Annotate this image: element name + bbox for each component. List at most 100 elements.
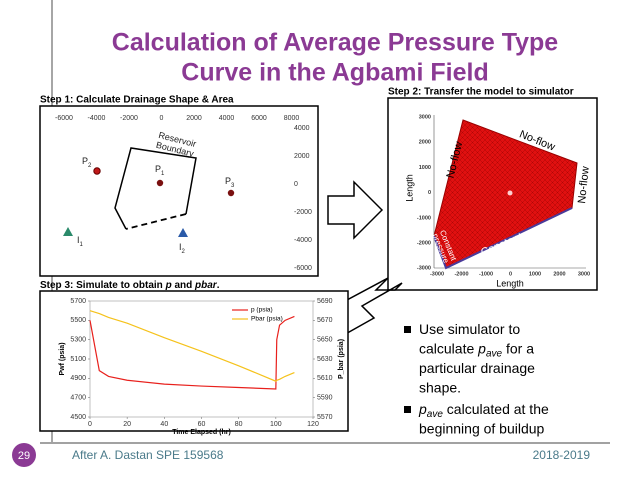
injector bbox=[63, 227, 73, 236]
well bbox=[93, 167, 101, 175]
y-tick-label: 0 bbox=[428, 190, 431, 196]
x-tick-label: 6000 bbox=[251, 115, 267, 122]
title-line: Curve in the Agbami Field bbox=[181, 59, 488, 87]
y-tick-label: 2000 bbox=[294, 153, 310, 160]
x-tick-label: 40 bbox=[160, 421, 168, 428]
series-line bbox=[89, 310, 295, 382]
y-tick-label: 4500 bbox=[70, 414, 86, 421]
well bbox=[227, 189, 235, 197]
constant-pressure-edge bbox=[433, 207, 573, 270]
y-tick-label: -4000 bbox=[294, 237, 312, 244]
text: p bbox=[477, 340, 486, 356]
text: particular drainage bbox=[419, 360, 535, 376]
bullet-line: calculate pave for a bbox=[419, 340, 534, 359]
y-tick-label: 0 bbox=[294, 181, 298, 188]
bullet-line: beginning of buildup bbox=[419, 420, 545, 436]
y2-tick-label: 5570 bbox=[317, 414, 333, 421]
well-name: P bbox=[155, 164, 161, 174]
y-tick-label: -3000 bbox=[417, 266, 431, 272]
well-sub: 1 bbox=[161, 171, 165, 177]
y-tick-label: 4000 bbox=[294, 125, 310, 132]
legend-label: p (psia) bbox=[251, 307, 273, 314]
panel bbox=[39, 290, 349, 432]
x-tick-label: 20 bbox=[123, 421, 131, 428]
axis-label: Length bbox=[496, 278, 524, 288]
y2-tick-label: 5650 bbox=[317, 337, 333, 344]
x-tick-label: 2000 bbox=[186, 115, 202, 122]
x-tick-label: 3000 bbox=[578, 271, 590, 277]
text: for a bbox=[502, 340, 534, 356]
annotation: No-flow bbox=[576, 166, 592, 204]
y-tick-label: -2000 bbox=[417, 240, 431, 246]
y-tick-label: 3000 bbox=[419, 114, 431, 120]
bullet-line: particular drainage bbox=[419, 360, 535, 376]
well-sub: 2 bbox=[182, 249, 186, 255]
well-label: P1 bbox=[155, 164, 165, 176]
well-sub: 1 bbox=[80, 242, 84, 248]
arrow bbox=[327, 180, 384, 240]
injector bbox=[178, 228, 188, 237]
y-tick-label: 4700 bbox=[70, 395, 86, 402]
text: p bbox=[418, 401, 427, 417]
text: Use simulator to bbox=[419, 321, 520, 337]
x-tick-label: -2000 bbox=[120, 115, 138, 122]
y2-tick-label: 5610 bbox=[317, 375, 333, 382]
x-tick-label: 2000 bbox=[553, 271, 565, 277]
text: beginning of buildup bbox=[419, 420, 545, 436]
well-label: P2 bbox=[82, 156, 92, 168]
well-name: P bbox=[82, 156, 88, 166]
well-name: I bbox=[179, 242, 182, 252]
y2-tick-label: 5590 bbox=[317, 395, 333, 402]
bullet-line: pave calculated at the bbox=[418, 401, 549, 420]
x-tick-label: 100 bbox=[270, 421, 282, 428]
y-tick-label: 4900 bbox=[70, 375, 86, 382]
x-tick-label: -6000 bbox=[55, 115, 73, 122]
y-tick-label: 1000 bbox=[419, 165, 431, 171]
text: . bbox=[217, 280, 220, 291]
text: and bbox=[172, 280, 195, 291]
x-tick-label: 0 bbox=[88, 421, 92, 428]
well-name: P bbox=[225, 176, 231, 186]
y-tick-label: 5100 bbox=[70, 356, 86, 363]
well bbox=[156, 179, 164, 187]
text: calculate bbox=[419, 340, 478, 356]
x-tick-label: 0 bbox=[509, 271, 512, 277]
panel bbox=[39, 105, 319, 277]
y-tick-label: 5300 bbox=[70, 337, 86, 344]
step-label: Step 3: Simulate to obtain p and pbar. bbox=[40, 280, 220, 291]
well bbox=[507, 190, 513, 196]
well-label: P3 bbox=[225, 176, 235, 188]
x-tick-label: 4000 bbox=[219, 115, 235, 122]
bullet-marker bbox=[404, 326, 411, 333]
series-line bbox=[89, 315, 295, 390]
y-tick-label: 5700 bbox=[70, 298, 86, 305]
x-axis-label: Time Elapsed (hr) bbox=[172, 429, 231, 436]
model-panel: Length Length No-flow No-flow No-flow Co… bbox=[404, 114, 591, 288]
x-tick-label: 8000 bbox=[284, 115, 300, 122]
text: p bbox=[165, 280, 172, 291]
boundary-line bbox=[114, 147, 197, 230]
text: ave bbox=[486, 348, 503, 359]
x-tick-label: -4000 bbox=[88, 115, 106, 122]
x-tick-label: 80 bbox=[235, 421, 243, 428]
well-label: I1 bbox=[77, 235, 84, 247]
year: 2018-2019 bbox=[533, 448, 591, 462]
title-line: Calculation of Average Pressure Type bbox=[112, 29, 559, 57]
y2-tick-label: 5630 bbox=[317, 356, 333, 363]
text: ave bbox=[427, 409, 444, 420]
step-label: Step 2: Transfer the model to simulator bbox=[388, 87, 574, 98]
bullet-marker bbox=[404, 406, 411, 413]
y2-tick-label: 5670 bbox=[317, 317, 333, 324]
y2-axis-label: P_bar (psia) bbox=[338, 339, 345, 379]
well-sub: 2 bbox=[88, 163, 92, 169]
bullet-line: shape. bbox=[419, 379, 461, 395]
page-number: 29 bbox=[18, 450, 30, 462]
legend-label: Pbar (psia) bbox=[251, 316, 283, 323]
y2-tick-label: 5690 bbox=[317, 298, 333, 305]
y-tick-label: -6000 bbox=[294, 265, 312, 272]
text: calculated at the bbox=[443, 401, 549, 417]
x-tick-label: 0 bbox=[160, 115, 164, 122]
step-label: Step 1: Calculate Drainage Shape & Area bbox=[40, 95, 234, 106]
bullet-line: Use simulator to bbox=[419, 321, 520, 337]
